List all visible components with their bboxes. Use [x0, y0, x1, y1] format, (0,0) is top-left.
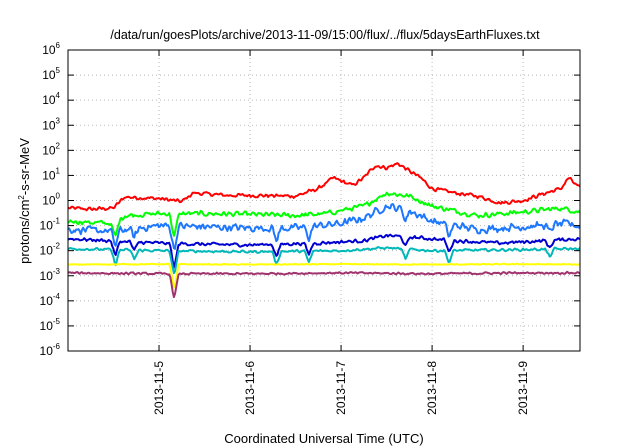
y-tick-label: 106	[42, 41, 60, 57]
y-tick-labels: 106 105 104 103 102 101 100 10-1 10-2 10-3 10-4 10-…	[40, 41, 61, 358]
series-group	[67, 162, 581, 299]
y-tick-label: 10-3	[40, 267, 61, 283]
x-tick-label: 2013-11-5	[152, 361, 166, 415]
y-tick-label: 10-1	[40, 217, 61, 233]
y-tick-label: 10-5	[40, 317, 61, 333]
grid	[68, 50, 580, 351]
x-tick-label: 2013-11-8	[425, 361, 439, 415]
y-axis-label: protons/cm2-s-sr-MeV	[17, 138, 32, 264]
y-tick-label: 102	[42, 141, 60, 157]
x-tick-labels: 2013-11-5 2013-11-6 2013-11-7 2013-11-8 2013…	[152, 361, 530, 415]
series-line	[67, 233, 581, 269]
y-tick-label: 105	[42, 66, 60, 82]
y-tick-label: 103	[42, 116, 60, 132]
tick-marks	[68, 49, 580, 352]
series-line	[67, 270, 581, 299]
x-tick-label: 2013-11-7	[334, 361, 348, 415]
x-tick-label: 2013-11-6	[243, 361, 257, 415]
x-tick-label: 2013-11-9	[516, 361, 530, 415]
series-line	[67, 262, 581, 289]
chart-title: /data/run/goesPlots/archive/2013-11-09/1…	[110, 28, 540, 42]
y-tick-label: 10-6	[40, 342, 61, 358]
y-tick-label: 101	[42, 166, 60, 182]
x-axis-label: Coordinated Universal Time (UTC)	[224, 431, 423, 446]
series-line	[67, 246, 581, 275]
y-tick-label: 10-4	[40, 292, 61, 308]
y-tick-label: 100	[42, 192, 60, 208]
y-tick-label: 10-2	[40, 242, 61, 258]
series-line	[67, 203, 581, 250]
y-tick-label: 104	[42, 91, 60, 107]
series-line	[67, 191, 581, 237]
series-line	[67, 162, 581, 212]
